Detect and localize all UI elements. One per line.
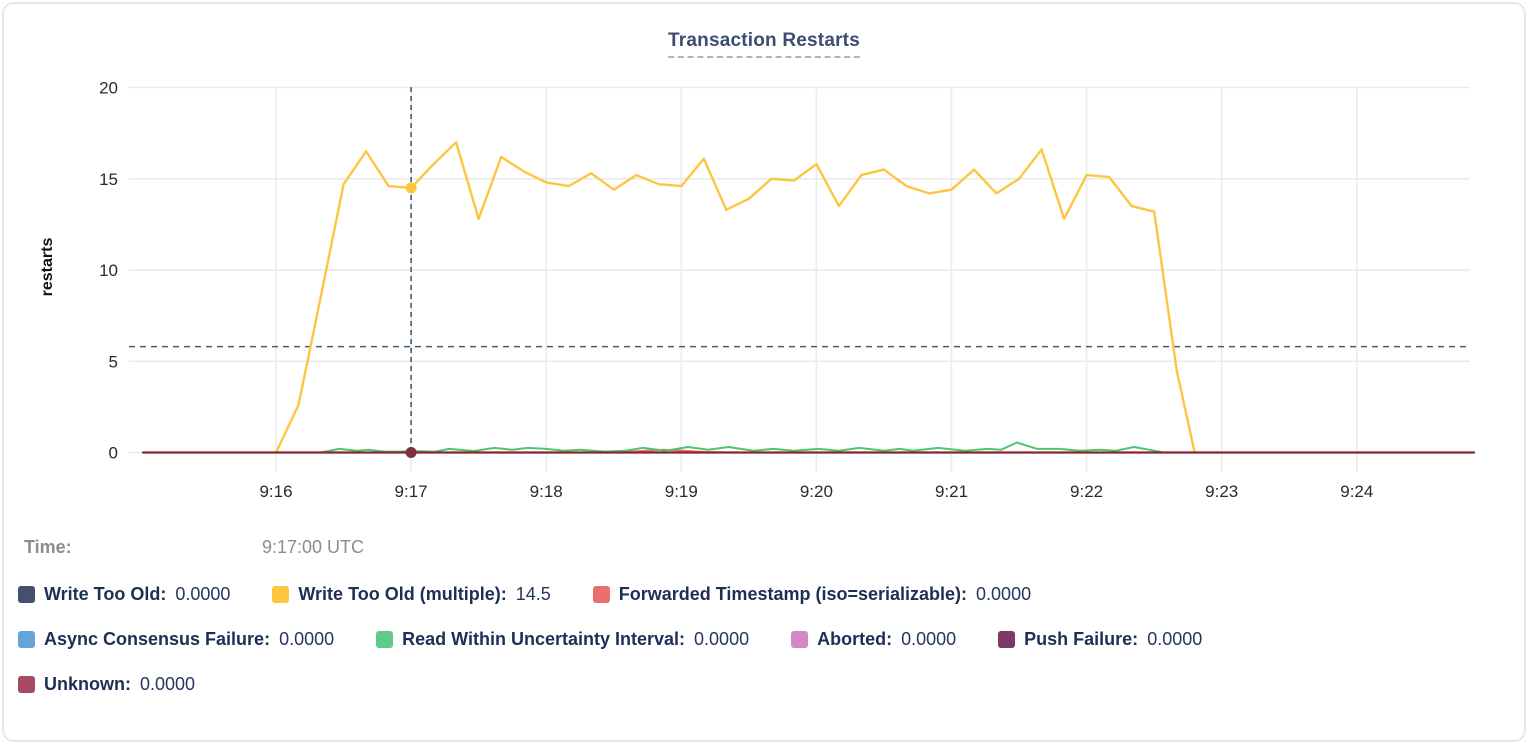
x-tick-label: 9:19 [665,482,698,501]
legend-item: Write Too Old (multiple): 14.5 [272,583,551,605]
x-tick-label: 9:20 [800,482,833,501]
legend-item: Forwarded Timestamp (iso=serializable): 0… [592,583,1032,605]
legend-swatch [272,585,290,603]
y-tick-label: 20 [99,79,118,98]
legend-label: Unknown: [44,673,131,694]
tooltip-time-label: Time: [24,537,72,557]
legend-item: Write Too Old: 0.0000 [18,584,230,605]
legend-value: 0.0000 [901,628,957,649]
x-tick-label: 9:21 [935,482,968,501]
y-tick-label: 10 [99,261,118,280]
legend-row: Unknown: 0.0000 [4,672,1514,696]
y-tick-label: 0 [109,444,118,463]
legend-value: 0.0000 [976,583,1032,604]
legend-label: Read Within Uncertainty Interval: [402,628,686,649]
x-tick-label: 9:22 [1070,482,1103,501]
legend-item: Unknown: 0.0000 [18,674,195,695]
legend-value: 0.0000 [694,628,750,649]
legend-value: 14.5 [515,583,551,604]
x-tick-label: 9:23 [1205,482,1238,501]
legend-swatch [998,630,1016,648]
legend-value: 0.0000 [1147,628,1203,649]
y-tick-label: 15 [99,170,118,189]
legend-item: Async Consensus Failure: 0.0000 [18,629,334,650]
legend-item: Read Within Uncertainty Interval: 0.0000 [376,629,749,650]
x-tick-label: 9:17 [395,482,428,501]
chart-title[interactable]: Transaction Restarts [668,30,860,58]
y-tick-label: 5 [109,352,118,371]
transaction-restarts-chart[interactable]: 0 5 10 15 20 9:16 9:17 9:18 9:19 9:20 9:21 9:22 9:23… [4,4,1526,516]
legend-item: Aborted: 0.0000 [791,629,956,650]
legend-label: Write Too Old: [44,583,167,604]
legend-value: 0.0000 [140,673,196,694]
legend-row: Async Consensus Failure: 0.0000 Read Withi… [4,627,1514,651]
legend-swatch [376,630,394,648]
legend-value: 0.0000 [279,628,335,649]
x-tick-label: 9:18 [530,482,563,501]
legend-label: Aborted: [817,628,893,649]
legend-label: Push Failure: [1024,628,1139,649]
legend-value: 0.0000 [175,583,231,604]
legend-swatch [791,630,809,648]
legend-swatch [18,630,35,648]
x-tick-label: 9:24 [1340,482,1373,501]
chart-header: Transaction Restarts [4,30,1524,58]
legend-swatch [592,585,610,603]
legend-swatch [18,585,35,603]
hover-dot [405,182,417,194]
tooltip-time-row: Time: 9:17:00 UTC [24,537,364,558]
gridlines: 0 5 10 15 20 9:16 9:17 9:18 9:19 9:20 9:21 9:22 9:23… [99,79,1470,501]
legend-swatch [18,675,35,693]
tooltip-time-value: 9:17:00 UTC [262,537,365,557]
hover-dot [405,447,417,458]
chart-legend: Write Too Old: 0.0000 Write Too Old (multi… [4,582,1514,717]
series-write-too-old-multiple- [274,141,1196,454]
series-read-within-uncertainty-interval [320,441,1165,454]
legend-item: Push Failure: 0.0000 [998,629,1202,650]
legend-label: Write Too Old (multiple): [298,583,507,604]
x-tick-label: 9:16 [259,482,292,501]
legend-label: Async Consensus Failure: [44,628,271,649]
legend-label: Forwarded Timestamp (iso=serializable): [618,583,968,604]
legend-row: Write Too Old: 0.0000 Write Too Old (multi… [4,582,1514,606]
